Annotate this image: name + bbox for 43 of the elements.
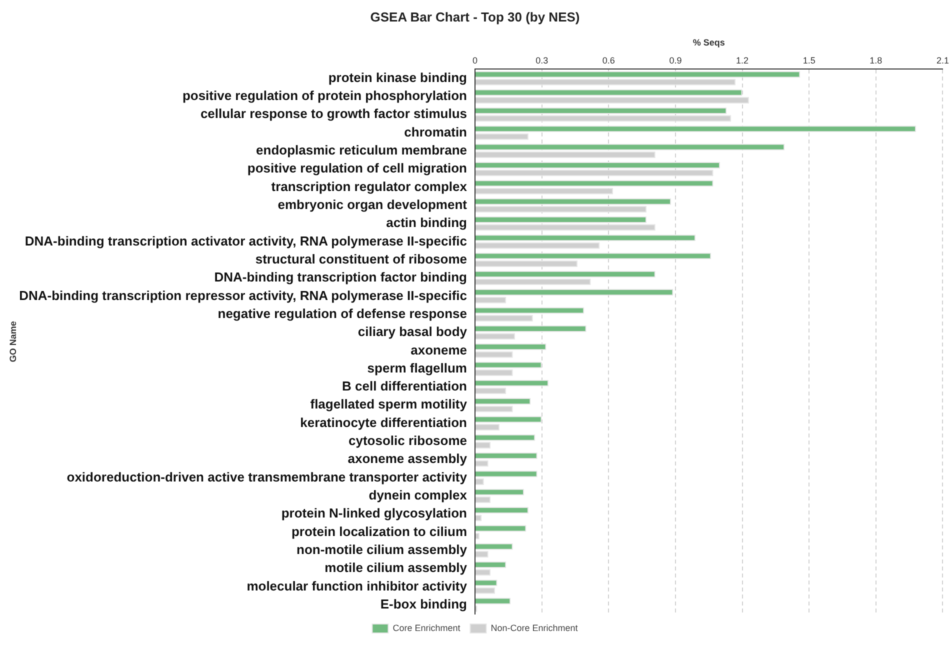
y-tick-label: structural constituent of ribosome bbox=[255, 251, 467, 266]
y-tick-label: transcription regulator complex bbox=[271, 178, 468, 194]
y-tick-label: protein kinase binding bbox=[328, 70, 468, 85]
x-tick-label: 1.2 bbox=[736, 55, 749, 66]
y-axis-title: GO Name bbox=[8, 321, 18, 362]
y-tick-label: protein localization to cilium bbox=[291, 524, 467, 539]
y-tick-label: E-box binding bbox=[380, 596, 468, 612]
y-tick-label: positive regulation of protein phosphorylation bbox=[182, 88, 468, 104]
y-tick-label: actin binding bbox=[386, 215, 468, 230]
y-tick-label: embryonic organ development bbox=[278, 196, 468, 212]
y-tick-label: cytosolic ribosome bbox=[348, 433, 467, 448]
legend-label: Non-Core Enrichment bbox=[490, 622, 578, 633]
y-tick-label: axoneme bbox=[410, 342, 467, 358]
x-tick-label: 0.9 bbox=[669, 55, 682, 66]
y-tick-label: molecular function inhibitor activity bbox=[246, 578, 468, 594]
y-tick-label: B cell differentiation bbox=[342, 378, 468, 394]
x-tick-label: 2.1 bbox=[936, 55, 949, 66]
y-tick-label: motile cilium assembly bbox=[324, 560, 468, 576]
x-tick-label: 0 bbox=[472, 55, 478, 66]
y-tick-label: positive regulation of cell migration bbox=[247, 160, 468, 176]
x-tick-label: 0.6 bbox=[602, 55, 615, 66]
x-tick-label: 1.8 bbox=[870, 55, 882, 66]
x-axis-title: % Seqs bbox=[692, 37, 725, 48]
y-tick-label: ciliary basal body bbox=[358, 324, 468, 340]
y-tick-label: dynein complex bbox=[368, 488, 468, 503]
y-tick-label: flagellated sperm motility bbox=[310, 396, 468, 412]
chart-title: GSEA Bar Chart - Top 30 (by NES) bbox=[370, 9, 580, 24]
y-tick-label: cellular response to growth factor stimulus bbox=[200, 106, 467, 122]
y-tick-label: DNA-binding transcription factor binding bbox=[214, 270, 468, 285]
y-tick-label: protein N-linked glycosylation bbox=[281, 506, 468, 521]
y-tick-label: DNA-binding transcription repressor activity, RNA polymerase II-specific bbox=[19, 288, 467, 303]
x-tick-label: 0.3 bbox=[536, 55, 548, 66]
y-tick-label: oxidoreduction-driven active transmembrane transporter activity bbox=[66, 469, 468, 484]
y-tick-label: sperm flagellum bbox=[367, 360, 467, 376]
y-tick-label: negative regulation of defense response bbox=[218, 306, 467, 321]
y-tick-label: axoneme assembly bbox=[348, 451, 468, 466]
y-tick-label: DNA-binding transcription activator activity, RNA polymerase II-specific bbox=[24, 233, 467, 248]
legend-label: Core Enrichment bbox=[392, 622, 461, 633]
y-tick-label: chromatin bbox=[404, 124, 468, 140]
y-tick-label: keratinocyte differentiation bbox=[300, 414, 468, 430]
y-tick-label: non-motile cilium assembly bbox=[296, 542, 468, 558]
x-tick-label: 1.5 bbox=[802, 55, 816, 66]
y-tick-label: endoplasmic reticulum membrane bbox=[256, 142, 467, 158]
